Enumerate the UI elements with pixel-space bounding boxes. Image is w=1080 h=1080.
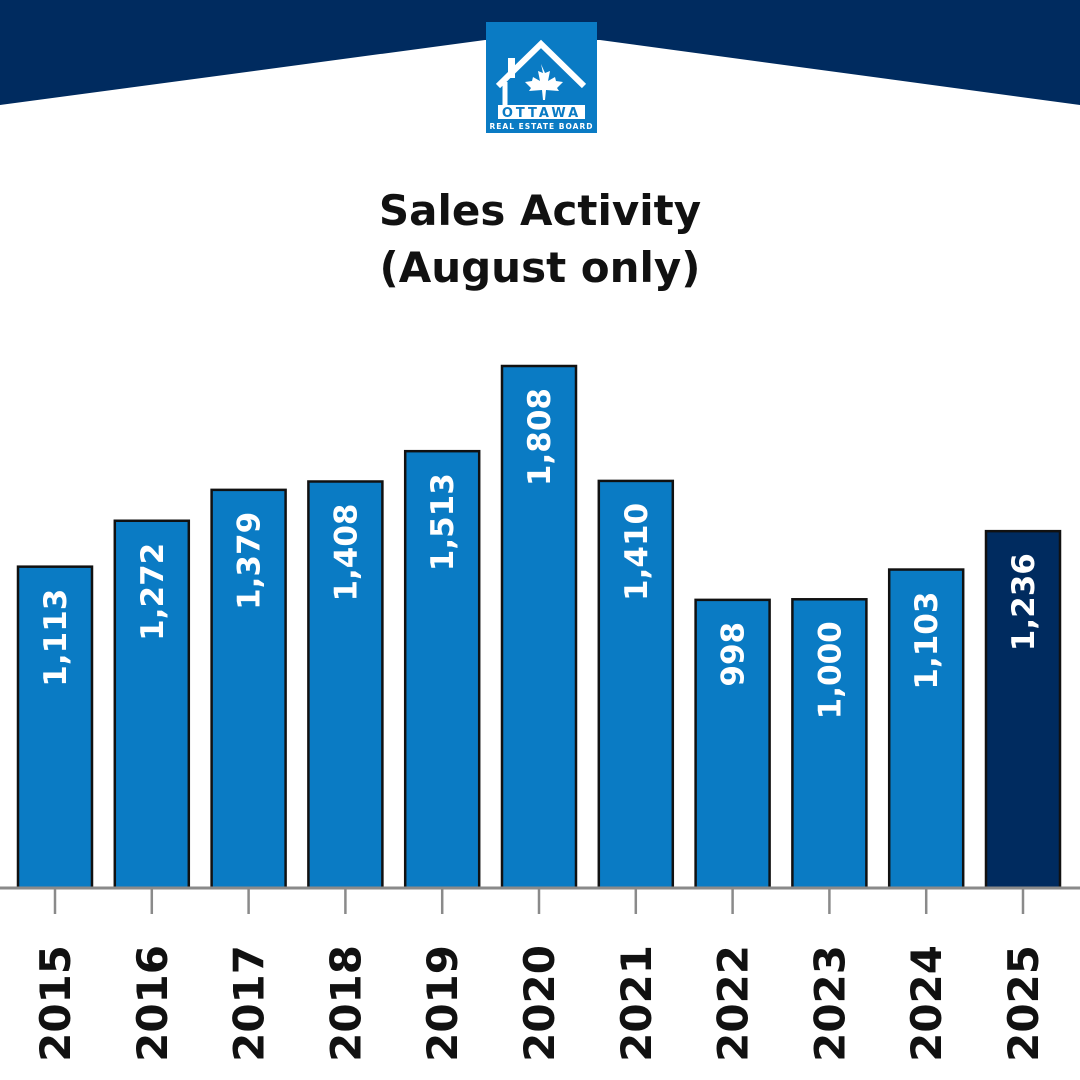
year-label-2021: 2021 — [612, 945, 661, 1062]
logo-text: OTTAWA — [502, 106, 581, 121]
year-label-2019: 2019 — [418, 945, 467, 1062]
value-label-2020: 1,808 — [522, 388, 558, 486]
value-label-2025: 1,236 — [1006, 553, 1042, 651]
value-label-2024: 1,103 — [909, 592, 945, 690]
value-label-2023: 1,000 — [812, 621, 848, 719]
year-label-2024: 2024 — [902, 945, 951, 1062]
bar-2016 — [113, 519, 191, 890]
bar-2023 — [791, 598, 868, 890]
bar-2017 — [210, 488, 287, 890]
year-label-2017: 2017 — [225, 945, 274, 1062]
year-label-2022: 2022 — [709, 945, 758, 1062]
year-label-2023: 2023 — [805, 945, 854, 1062]
value-label-2019: 1,513 — [425, 473, 461, 571]
value-label-2022: 998 — [716, 622, 752, 687]
logo-subtext: REAL ESTATE BOARD — [490, 122, 594, 131]
year-label-2020: 2020 — [515, 945, 564, 1062]
header-band — [0, 0, 1080, 105]
chart-title-block: Sales Activity (August only) — [0, 182, 1080, 296]
chart-subtitle: (August only) — [379, 243, 701, 292]
year-label-2015: 2015 — [31, 945, 80, 1062]
bar-2019 — [403, 449, 481, 890]
value-label-2018: 1,408 — [328, 503, 364, 601]
chart-title: Sales Activity — [378, 186, 702, 235]
value-label-2016: 1,272 — [135, 543, 171, 641]
value-label-2021: 1,410 — [619, 503, 655, 601]
year-label-2025: 2025 — [999, 945, 1048, 1062]
bar-2025 — [984, 529, 1062, 890]
value-label-2017: 1,379 — [232, 512, 268, 610]
year-label-2016: 2016 — [128, 945, 177, 1062]
ottawa-real-estate-board-logo: OTTAWA REAL ESTATE BOARD — [486, 22, 597, 133]
year-label-2018: 2018 — [321, 945, 370, 1062]
value-label-2015: 1,113 — [38, 589, 74, 687]
header-shape — [0, 0, 1080, 105]
bar-2018 — [307, 480, 384, 890]
